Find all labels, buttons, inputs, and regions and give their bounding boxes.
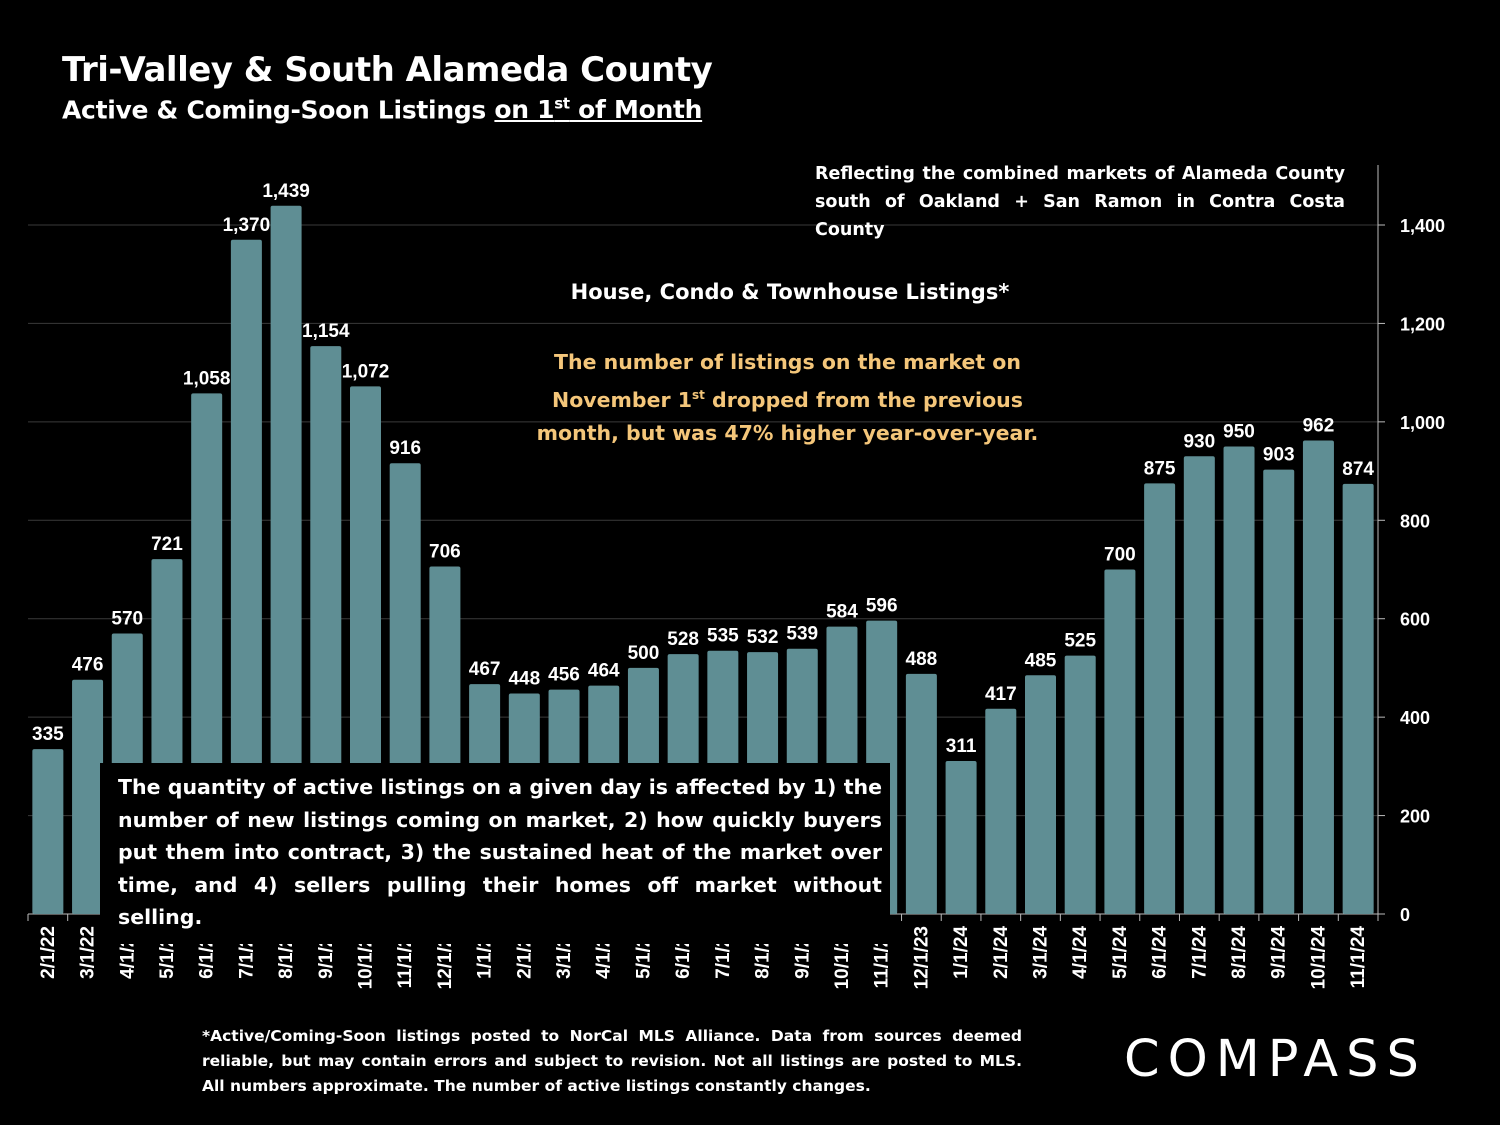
data-label: 1,439 [262, 181, 310, 202]
bar [1342, 483, 1374, 914]
listing-type-heading: House, Condo & Townhouse Listings* [570, 280, 1010, 304]
footnote: *Active/Coming-Soon listings posted to N… [202, 1027, 1022, 1095]
bar [1104, 569, 1136, 914]
y-tick-label: 200 [1400, 807, 1430, 827]
x-tick-label: 10/1/24 [1308, 926, 1329, 990]
data-label: 464 [588, 661, 620, 682]
x-tick-label: 9/1/24 [1269, 926, 1290, 979]
bar [270, 205, 302, 915]
data-label: 1,154 [302, 321, 350, 342]
data-label: 706 [429, 542, 461, 563]
data-label: 916 [389, 438, 421, 459]
data-label: 962 [1303, 416, 1335, 437]
x-tick-label: 8/1/24 [1229, 926, 1250, 979]
data-label: 930 [1183, 431, 1215, 452]
data-label: 456 [548, 665, 580, 686]
compass-logo: COMPASS [1124, 1030, 1427, 1089]
bar [1183, 456, 1215, 914]
data-label: 525 [1064, 631, 1096, 652]
bar [1263, 469, 1295, 914]
bar [1302, 440, 1334, 914]
bar [905, 673, 937, 914]
x-tick-label: 12/1/23 [911, 926, 932, 989]
data-label: 596 [866, 596, 898, 617]
x-tick-label: 4/1/24 [1070, 926, 1091, 979]
data-label: 500 [628, 643, 660, 664]
y-tick-label: 800 [1400, 511, 1430, 531]
highlight-note: The number of listings on the market on … [536, 350, 1039, 445]
data-label: 874 [1342, 459, 1374, 480]
data-label: 1,058 [183, 368, 231, 389]
data-label: 528 [667, 629, 699, 650]
data-label: 1,370 [223, 215, 271, 236]
data-label: 535 [707, 626, 739, 647]
data-label: 700 [1104, 545, 1136, 566]
data-label: 485 [1025, 650, 1057, 671]
info-box: The quantity of active listings on a giv… [100, 763, 890, 944]
bar [72, 679, 104, 914]
data-label: 539 [786, 624, 818, 645]
bar [1025, 675, 1056, 914]
data-label: 903 [1263, 445, 1295, 466]
y-tick-label: 400 [1400, 708, 1430, 728]
x-tick-label: 7/1/24 [1189, 926, 1210, 979]
data-label: 311 [946, 736, 977, 757]
data-label: 1,072 [342, 361, 390, 382]
bar [230, 239, 262, 914]
bar [32, 749, 64, 914]
x-tick-label: 3/1/22 [78, 926, 99, 979]
x-tick-label: 2/1/22 [38, 926, 59, 979]
market-scope-note: Reflecting the combined markets of Alame… [815, 164, 1345, 240]
bar [985, 708, 1017, 914]
data-label: 532 [747, 627, 779, 648]
data-label: 488 [906, 649, 938, 670]
chart-title: Tri-Valley & South Alameda County [62, 50, 713, 90]
data-label: 467 [469, 659, 501, 680]
bar [1223, 446, 1255, 914]
data-label: 875 [1144, 458, 1176, 479]
x-tick-label: 2/1/24 [991, 926, 1012, 979]
data-label: 584 [826, 602, 858, 623]
bar [945, 760, 977, 914]
chart-subtitle: Active & Coming-Soon Listings on 1st of … [62, 95, 703, 125]
x-tick-label: 1/1/24 [951, 926, 972, 979]
x-tick-label: 3/1/24 [1031, 926, 1052, 979]
x-tick-label: 11/1/24 [1348, 926, 1369, 989]
y-tick-label: 1,000 [1400, 413, 1445, 433]
data-label: 721 [151, 534, 183, 555]
data-label: 335 [32, 724, 64, 745]
x-tick-label: 5/1/24 [1110, 926, 1131, 979]
y-tick-label: 1,400 [1400, 216, 1445, 236]
data-label: 570 [111, 608, 143, 629]
bar [1144, 483, 1176, 914]
y-tick-label: 1,200 [1400, 314, 1445, 334]
data-label: 476 [72, 655, 104, 676]
data-label: 448 [508, 669, 540, 690]
data-label: 417 [985, 684, 1017, 705]
x-tick-label: 6/1/24 [1150, 926, 1171, 979]
bar [1064, 655, 1096, 914]
y-tick-label: 0 [1400, 905, 1410, 925]
data-label: 950 [1223, 421, 1255, 442]
y-tick-label: 600 [1400, 610, 1430, 630]
